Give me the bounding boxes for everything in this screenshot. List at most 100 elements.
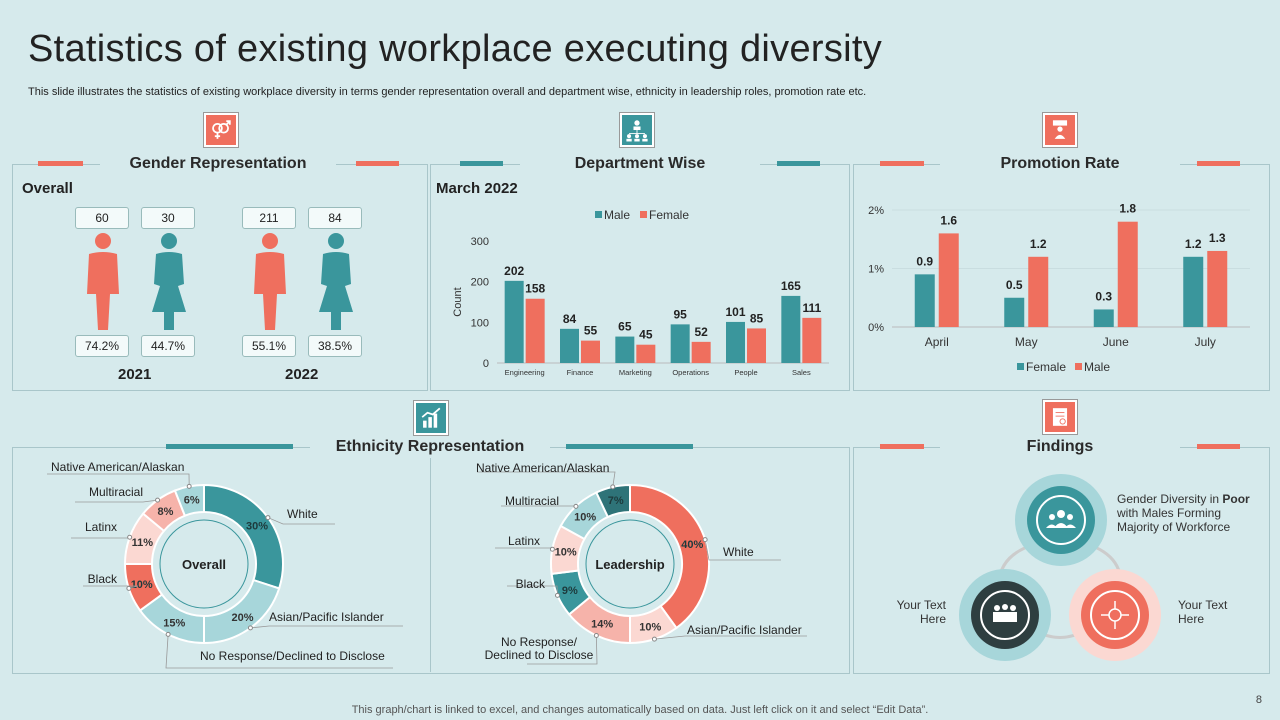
slice-value-label: 9%	[562, 585, 578, 597]
leader-dot	[554, 592, 560, 598]
y-axis-label: Count	[452, 287, 464, 316]
slice-category-label: Latinx	[85, 520, 117, 534]
donut-slice	[629, 483, 710, 630]
findings-right-text: Your Text Here	[1178, 598, 1228, 626]
donut-center-label: Overall	[182, 557, 226, 572]
leader-line	[654, 635, 807, 640]
bar-female	[1093, 309, 1114, 327]
leader-dot	[127, 534, 133, 540]
slice-category-label: Multiracial	[505, 494, 559, 508]
leader-line	[250, 625, 403, 629]
department-subtitle: March 2022	[436, 180, 518, 197]
leader-dot	[265, 515, 271, 521]
leader-line	[71, 536, 130, 539]
y-tick-label: 100	[471, 317, 489, 329]
leader-line	[267, 517, 335, 525]
bar-male	[615, 336, 635, 363]
slice-value-label: 11%	[132, 537, 154, 549]
leader-dot	[186, 483, 192, 489]
bar-male	[781, 295, 801, 363]
slice-value-label: 10%	[574, 511, 596, 523]
bar-male	[726, 321, 745, 363]
legend-label: Male	[604, 208, 630, 222]
accent-bar	[880, 444, 924, 449]
slice-value-label: 10%	[555, 547, 577, 559]
legend-label: Female	[649, 208, 689, 222]
female-pct-2021: 44.7%	[141, 335, 195, 357]
data-label: 0.9	[916, 254, 933, 268]
male-count-2021: 60	[75, 207, 129, 229]
male-count-2022: 211	[242, 207, 296, 229]
slice-value-label: 14%	[591, 618, 613, 630]
gender-subtitle: Overall	[22, 180, 73, 197]
network-icon	[1101, 601, 1129, 629]
leader-line	[507, 585, 558, 596]
bar-female	[581, 340, 600, 363]
year-label-2022: 2022	[285, 366, 319, 383]
male-pct-2022: 55.1%	[242, 335, 296, 357]
findings-cycle-diagram	[959, 474, 1161, 661]
x-tick-label: Sales	[792, 368, 811, 377]
accent-bar	[460, 161, 503, 166]
data-label: 165	[781, 279, 801, 293]
leader-line	[83, 585, 139, 589]
donut-slice	[595, 483, 631, 519]
x-tick-label: Finance	[567, 368, 594, 377]
legend-swatch	[1017, 363, 1024, 370]
bar-male	[504, 280, 524, 363]
y-tick-label: 0	[483, 358, 489, 370]
female-figure-icon	[319, 233, 353, 330]
leader-line	[165, 634, 393, 669]
y-tick-label: 300	[471, 236, 489, 248]
slice-value-label: 8%	[158, 506, 174, 518]
legend-swatch	[1075, 363, 1082, 370]
slice-category-label: Black	[88, 572, 118, 586]
accent-bar	[356, 161, 399, 166]
data-label: 101	[725, 305, 745, 319]
team-icon	[1046, 510, 1076, 528]
y-tick-label: 200	[471, 277, 489, 289]
leader-dot	[593, 632, 599, 638]
female-pct-2022: 38.5%	[308, 335, 362, 357]
leader-dot	[155, 497, 161, 503]
gender-icon	[203, 112, 239, 148]
female-count-2021: 30	[141, 207, 195, 229]
legend-swatch	[640, 211, 647, 218]
bar-male	[670, 324, 690, 363]
promotion-icon	[1042, 112, 1078, 148]
slice-value-label: 15%	[163, 617, 185, 629]
leader-dot	[610, 484, 616, 490]
legend-label: Male	[1084, 360, 1110, 374]
leader-line	[704, 539, 781, 561]
x-tick-label: May	[1015, 335, 1038, 349]
findings-icon	[1042, 399, 1078, 435]
promotion-title: Promotion Rate	[940, 155, 1180, 173]
slice-category-label: White	[287, 507, 318, 521]
data-label: 0.5	[1006, 278, 1023, 292]
bar-male	[1207, 250, 1228, 327]
y-tick-label: 0%	[868, 322, 884, 334]
leader-dot	[573, 503, 579, 509]
promotion-bar-chart: 0% 1% 2% 0.9 1.6 April 0.5 1.2 May 0.3 1.8 June 1.2 1…	[868, 202, 1250, 374]
data-label: 0.3	[1095, 289, 1112, 303]
footer-note: This graph/chart is linked to excel, and…	[351, 704, 929, 716]
gender-panel	[12, 164, 428, 391]
data-label: 1.6	[940, 213, 957, 227]
department-title: Department Wise	[520, 155, 760, 173]
data-label: 52	[694, 325, 708, 339]
bar-female	[636, 344, 656, 363]
legend-label: Female	[1026, 360, 1066, 374]
leadership-donut-chart: 40% White 10% Asian/Pacific Islander 14% No R…	[476, 461, 807, 665]
data-label: 111	[802, 301, 821, 315]
slice-value-label: 10%	[639, 621, 661, 633]
org-chart-icon	[619, 112, 655, 148]
x-tick-label: Marketing	[619, 368, 652, 377]
female-figure-icon	[152, 233, 186, 330]
slice-category-label: White	[723, 545, 754, 559]
page-subtitle: This slide illustrates the statistics of…	[28, 86, 867, 98]
x-tick-label: July	[1195, 335, 1216, 349]
slice-category-label: Native American/Alaskan	[476, 461, 609, 475]
data-label: 202	[504, 264, 524, 278]
bar-female	[1183, 256, 1204, 327]
